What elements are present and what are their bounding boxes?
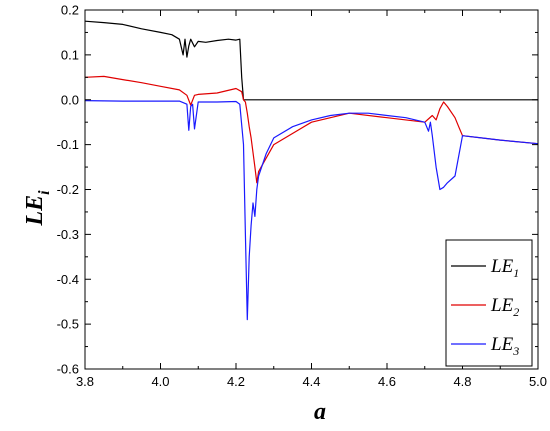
x-tick-label: 5.0 — [529, 374, 547, 389]
legend-label-main: LE — [490, 256, 514, 277]
y-tick-label: -0.5 — [57, 317, 79, 332]
y-tick-label: -0.3 — [57, 227, 79, 242]
y-axis-title-main: LE — [22, 195, 48, 227]
x-tick-label: 4.6 — [378, 374, 396, 389]
x-tick-label: 4.8 — [453, 374, 471, 389]
legend-label-3: LE3 — [490, 334, 519, 358]
series-line-3 — [84, 100, 539, 321]
y-axis-title-sub: i — [36, 190, 53, 195]
x-axis-tick-labels: 3.8 4.0 4.2 4.4 4.6 4.8 5.0 — [76, 374, 547, 389]
y-axis-ticks — [85, 9, 538, 370]
legend-label-sub: 2 — [513, 305, 519, 319]
series-line-2 — [84, 75, 539, 184]
legend-label-sub: 1 — [513, 266, 519, 280]
x-tick-label: 4.2 — [227, 374, 245, 389]
y-tick-label: 0.2 — [61, 3, 79, 18]
y-tick-label: 0.0 — [61, 92, 79, 107]
series-line-1 — [84, 20, 538, 101]
y-tick-label: -0.6 — [57, 362, 79, 377]
legend-box — [445, 239, 533, 367]
x-tick-label: 4.4 — [302, 374, 320, 389]
y-axis-title: LEi — [22, 190, 53, 227]
y-tick-label: 0.1 — [61, 47, 79, 62]
y-tick-label: -0.2 — [57, 182, 79, 197]
legend-label-sub: 3 — [512, 344, 519, 358]
plot-series — [84, 20, 539, 321]
x-axis-title: a — [314, 399, 326, 425]
x-tick-label: 4.0 — [151, 374, 169, 389]
legend-label-2: LE2 — [490, 295, 519, 319]
legend-label-main: LE — [490, 334, 514, 355]
x-axis-ticks — [84, 10, 539, 369]
legend-label-main: LE — [490, 295, 514, 316]
y-tick-label: -0.1 — [57, 137, 79, 152]
x-tick-label: 3.8 — [76, 374, 94, 389]
y-axis-tick-labels: 0.2 0.1 0.0 -0.1 -0.2 -0.3 -0.4 -0.5 -0.6 — [57, 3, 79, 377]
y-tick-label: -0.4 — [57, 272, 79, 287]
legend-label-1: LE1 — [490, 256, 519, 280]
